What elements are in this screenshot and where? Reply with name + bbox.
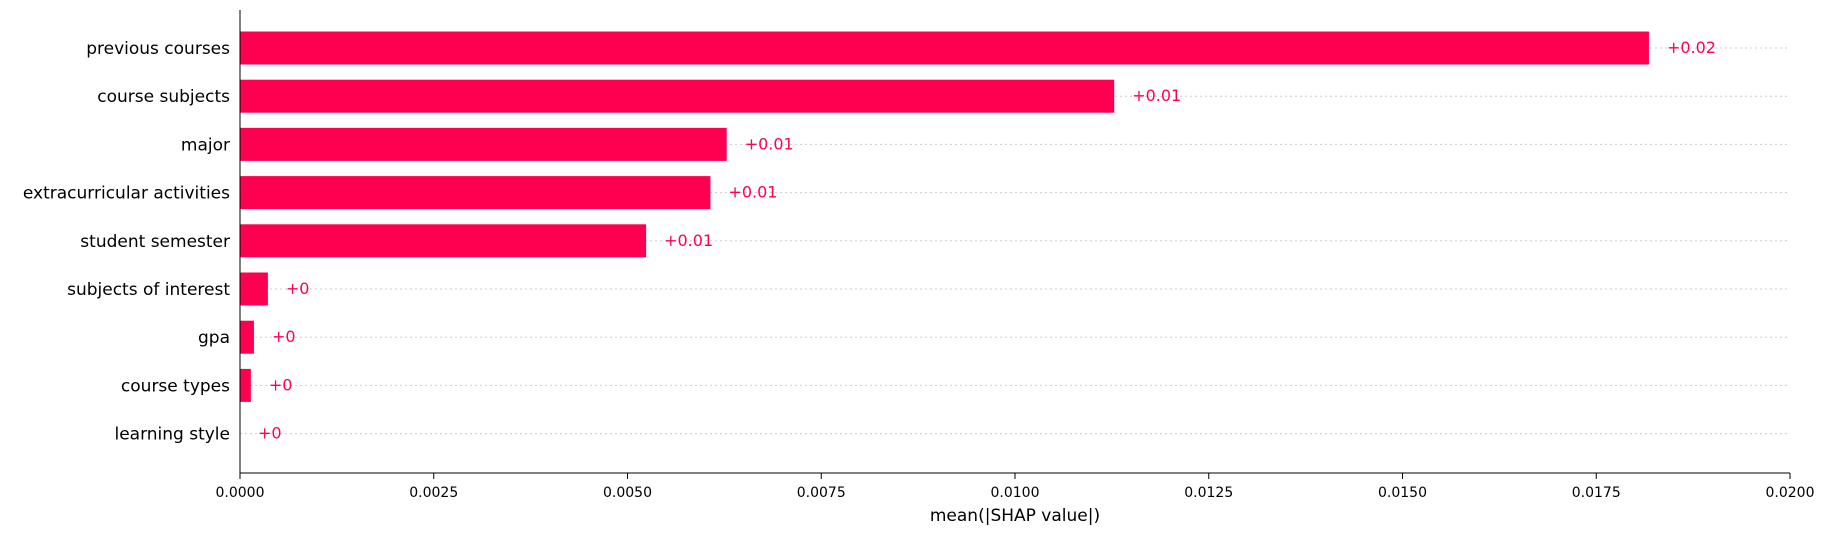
- bar-extracurricular-activities: [240, 176, 711, 210]
- feature-label-student-semester: student semester: [80, 232, 230, 252]
- value-label-course-subjects: +0.01: [1132, 86, 1181, 105]
- bar-student-semester: [240, 224, 647, 258]
- value-label-gpa: +0: [272, 327, 296, 346]
- bar-gpa: [240, 320, 254, 354]
- feature-label-extracurricular-activities: extracurricular activities: [23, 184, 230, 204]
- x-tick-label: 0.0150: [1378, 485, 1427, 501]
- x-tick-label: 0.0100: [991, 485, 1040, 501]
- bar-subjects-of-interest: [240, 272, 268, 306]
- x-tick-label: 0.0075: [797, 485, 846, 501]
- value-label-learning-style: +0: [258, 424, 282, 443]
- value-label-student-semester: +0.01: [664, 231, 713, 250]
- bar-major: [240, 127, 727, 161]
- bar-course-subjects: [240, 79, 1115, 113]
- x-axis-title: mean(|SHAP value|): [930, 506, 1100, 526]
- x-tick-label: 0.0200: [1766, 485, 1815, 501]
- feature-label-major: major: [181, 135, 230, 155]
- feature-label-course-types: course types: [121, 376, 230, 396]
- x-tick-label: 0.0175: [1572, 485, 1621, 501]
- label-layer: previous courses +0.02 course subjects +0.0…: [23, 38, 1716, 445]
- feature-label-subjects-of-interest: subjects of interest: [67, 280, 230, 300]
- value-label-extracurricular-activities: +0.01: [728, 183, 777, 202]
- bar-course-types: [240, 368, 251, 402]
- x-tick-label: 0.0125: [1184, 485, 1233, 501]
- feature-label-course-subjects: course subjects: [97, 87, 230, 107]
- x-tick-label: 0.0050: [603, 485, 652, 501]
- value-label-previous-courses: +0.02: [1667, 38, 1716, 57]
- feature-label-previous-courses: previous courses: [86, 39, 230, 59]
- feature-label-gpa: gpa: [198, 328, 230, 348]
- feature-label-learning-style: learning style: [114, 425, 230, 445]
- value-label-subjects-of-interest: +0: [286, 279, 310, 298]
- x-tick-label: 0.0025: [409, 485, 458, 501]
- value-label-major: +0.01: [745, 134, 794, 153]
- x-tick-label: 0.0000: [216, 485, 265, 501]
- bar-layer: [240, 31, 1649, 402]
- bar-previous-courses: [240, 31, 1649, 65]
- value-label-course-types: +0: [269, 375, 293, 394]
- tick-layer: 0.0000 0.0025 0.0050 0.0075 0.0100 0.0125 0.01…: [216, 473, 1815, 501]
